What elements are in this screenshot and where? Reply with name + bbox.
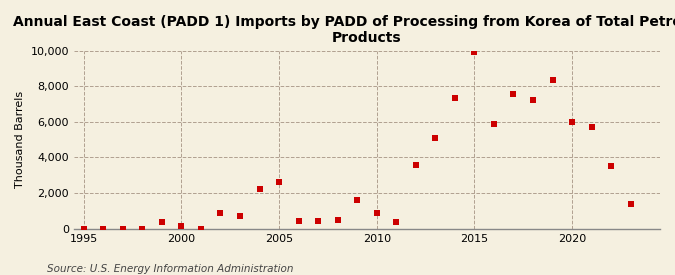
Text: Source: U.S. Energy Information Administration: Source: U.S. Energy Information Administ… — [47, 264, 294, 274]
Point — [98, 226, 109, 231]
Point — [313, 218, 323, 223]
Point — [625, 202, 636, 206]
Point — [605, 164, 616, 169]
Point — [567, 120, 578, 124]
Point — [547, 78, 558, 82]
Point — [78, 226, 89, 231]
Y-axis label: Thousand Barrels: Thousand Barrels — [15, 91, 25, 188]
Point — [273, 180, 284, 185]
Point — [293, 218, 304, 223]
Point — [176, 224, 187, 228]
Point — [157, 220, 167, 225]
Point — [489, 121, 500, 126]
Point — [469, 50, 480, 54]
Point — [332, 218, 343, 222]
Title: Annual East Coast (PADD 1) Imports by PADD of Processing from Korea of Total Pet: Annual East Coast (PADD 1) Imports by PA… — [14, 15, 675, 45]
Point — [196, 226, 207, 231]
Point — [410, 162, 421, 167]
Point — [235, 214, 246, 218]
Point — [450, 95, 460, 100]
Point — [352, 198, 362, 202]
Point — [586, 125, 597, 129]
Point — [430, 136, 441, 140]
Point — [117, 226, 128, 231]
Point — [137, 226, 148, 231]
Point — [254, 187, 265, 192]
Point — [508, 92, 519, 96]
Point — [391, 220, 402, 225]
Point — [215, 210, 226, 215]
Point — [528, 97, 539, 102]
Point — [371, 210, 382, 215]
